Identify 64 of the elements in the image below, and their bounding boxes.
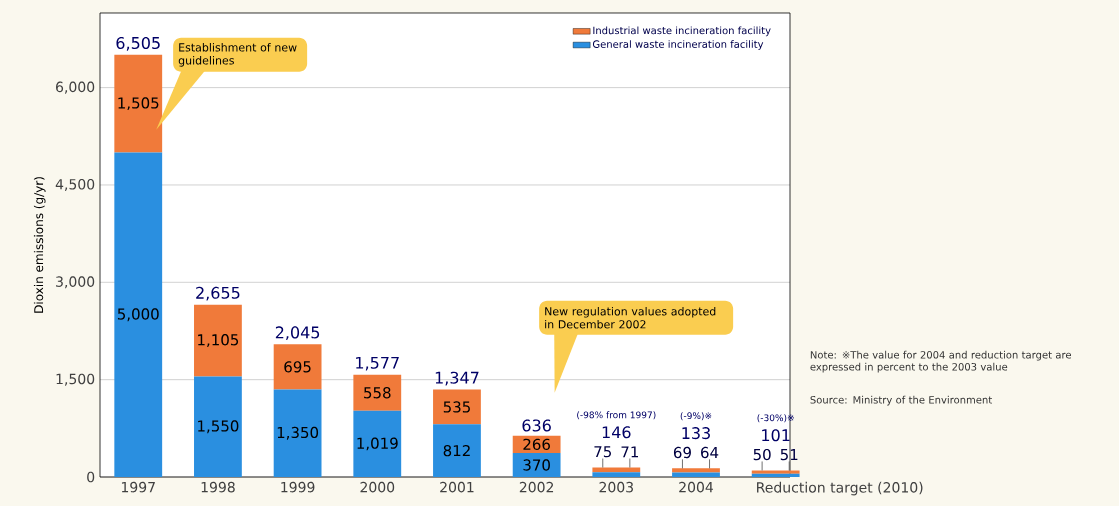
data-label: 64 [701,446,719,459]
total-label: 146 [602,426,631,439]
x-tick-label: 2002 [519,481,554,493]
x-tick-label: 1999 [281,481,315,493]
x-tick-label: 2000 [360,481,395,493]
annotation: New regulation values adopted in December 2002 [545,306,716,329]
data-label: 50 [753,448,771,461]
data-label: 1,350 [277,426,319,440]
bar [433,389,481,425]
bar [433,424,481,477]
data-label: 370 [523,459,550,471]
data-label: 69 [673,446,691,459]
bar [353,410,402,477]
x-tick-label: 2004 [679,481,714,493]
bar [672,472,720,477]
total-label: 636 [522,419,551,432]
legend-label: Industrial waste incineration facility [593,26,771,37]
data-label: 71 [621,446,639,458]
data-label: 812 [443,444,470,457]
bar [114,152,163,477]
y-tick-label: 0 [87,471,95,483]
x-tick-label: 1998 [201,481,235,493]
bar [512,452,561,477]
data-label: 558 [364,387,391,399]
data-label: 51 [780,449,798,461]
data-label: 535 [443,401,470,413]
y-axis-title: Dioxin emissions (g/yr) [33,177,46,313]
total-label: 1,347 [435,371,479,386]
total-label: 2,655 [196,286,240,301]
total-label: 101 [762,429,790,442]
bar [194,376,242,477]
data-label: 1,019 [357,437,398,451]
annotation: Note: ※The value for 2004 and reduction target are expressed in percent to the 2003 value [810,350,1072,373]
annotation: (-9%)※ [680,412,712,421]
data-label: 1,550 [198,420,239,434]
data-label: 266 [523,438,550,451]
y-tick-label: 1,500 [56,373,95,386]
legend-label: General waste incineration facility [592,40,764,50]
y-tick-label: 4,500 [55,178,95,191]
data-label: 75 [594,446,611,458]
data-label: 695 [284,361,311,373]
x-tick-label: Reduction target (2010) [757,481,923,496]
total-label: 133 [682,427,710,440]
bar [592,472,641,477]
total-label: 1,577 [356,356,399,371]
bar [194,304,242,377]
annotation: (-30%)※ [757,414,794,423]
y-tick-label: 6,000 [56,81,95,94]
data-label: 1,505 [118,97,159,111]
x-tick-label: 2003 [599,481,633,493]
y-tick-label: 3,000 [56,276,95,289]
total-label: 6,505 [116,36,160,51]
bar [353,374,402,411]
total-label: 2,045 [275,326,320,341]
data-label: 5,000 [117,308,159,322]
annotation: (-98% from 1997) [577,411,656,420]
annotation: Source: Ministry of the Environment [810,395,992,406]
bar [273,344,322,390]
x-tick-label: 2001 [440,481,474,493]
bar [672,468,720,473]
data-label: 1,105 [198,334,239,347]
bar [273,389,322,477]
annotation: Establishment of new guidelines [178,43,297,67]
x-tick-label: 1997 [121,481,155,493]
